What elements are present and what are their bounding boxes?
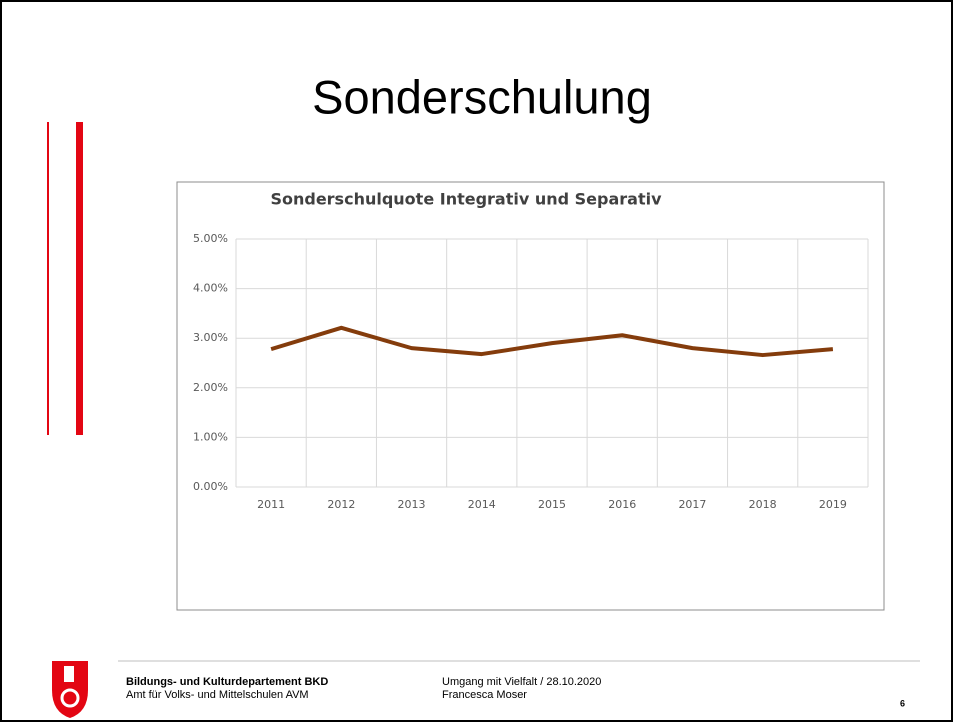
plot: 0.00% 1.00% 2.00% 3.00% 4.00% 5.00% 2011 2012 20…	[193, 232, 869, 511]
y-tick-label: 3.00%	[193, 331, 228, 344]
y-tick-label: 5.00%	[193, 232, 228, 245]
accent-thick	[76, 122, 83, 435]
footer-author: Francesca Moser	[442, 689, 527, 701]
x-tick-label: 2016	[608, 498, 636, 511]
x-tick-label: 2012	[327, 498, 355, 511]
x-tick-label: 2017	[678, 498, 706, 511]
x-tick-label: 2011	[257, 498, 285, 511]
y-tick-label: 0.00%	[193, 480, 228, 493]
x-tick-label: 2018	[749, 498, 777, 511]
accent-thin	[47, 122, 49, 435]
footer-office: Amt für Volks- und Mittelschulen AVM	[126, 689, 309, 701]
y-tick-label: 4.00%	[193, 282, 228, 295]
chart-frame	[176, 181, 885, 611]
x-tick-label: 2014	[468, 498, 496, 511]
logo	[52, 661, 88, 718]
chart-title: Sonderschulquote Integrativ und Separati…	[270, 190, 662, 209]
slide-title: Sonderschulung	[312, 70, 652, 123]
y-tick-label: 2.00%	[193, 381, 228, 394]
page-number: 6	[900, 698, 905, 708]
line-series	[270, 325, 834, 358]
footer-department: Bildungs- und Kulturdepartement BKD	[126, 676, 328, 688]
y-tick-label: 1.00%	[193, 430, 228, 443]
footer-event: Umgang mit Vielfalt / 28.10.2020	[442, 676, 601, 688]
x-tick-label: 2019	[819, 498, 847, 511]
x-tick-label: 2015	[538, 498, 566, 511]
x-tick-label: 2013	[398, 498, 426, 511]
